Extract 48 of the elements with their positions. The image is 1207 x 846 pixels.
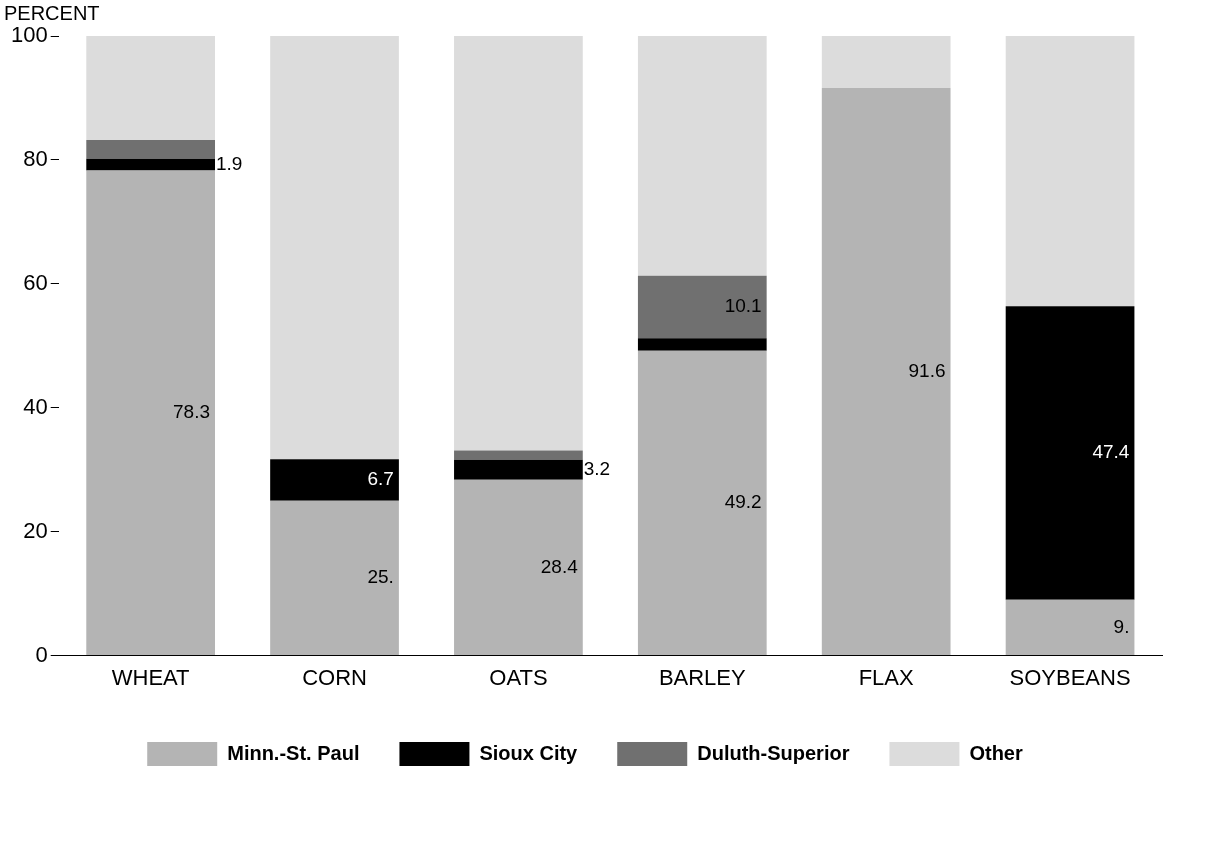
data-label: 10.1	[724, 295, 762, 317]
data-label: 78.3	[173, 401, 211, 423]
x-tick-label: WHEAT	[111, 664, 190, 690]
bar	[270, 36, 399, 460]
bar	[637, 36, 767, 276]
x-tick-label: SOYBEANS	[1009, 664, 1131, 690]
y-tick-label: 40	[23, 393, 48, 419]
data-label: 91.6	[908, 359, 946, 381]
bar	[1005, 599, 1135, 656]
legend-label: Duluth-Superior	[697, 741, 850, 764]
y-tick-label: 80	[23, 145, 48, 171]
y-tick-label: 20	[23, 517, 48, 543]
data-label: 47.4	[1092, 441, 1130, 463]
bar	[637, 350, 767, 656]
legend-label: Sioux City	[479, 741, 579, 764]
bar	[821, 36, 951, 89]
bar	[637, 275, 767, 339]
y-tick-label: 100	[10, 22, 48, 48]
x-tick-label: OATS	[489, 664, 548, 690]
x-tick-label: BARLEY	[658, 664, 747, 690]
data-label: 6.7	[367, 468, 394, 490]
y-tick-label: 60	[23, 269, 48, 295]
bar	[1005, 306, 1135, 600]
bar	[86, 158, 216, 171]
bar	[270, 500, 399, 656]
bar	[454, 450, 583, 460]
bar	[1005, 36, 1135, 307]
data-label: 1.9	[216, 152, 243, 174]
y-axis-title: PERCENT	[4, 1, 100, 24]
data-label: 25.	[367, 566, 394, 588]
data-label: 3.2	[583, 457, 611, 479]
y-tick-label: 0	[35, 641, 48, 667]
data-label: 9.	[1113, 615, 1130, 637]
legend-label: Minn.-St. Paul	[227, 741, 360, 764]
bar	[454, 479, 583, 656]
bar	[86, 170, 216, 656]
bar	[454, 36, 583, 451]
bar	[821, 88, 951, 656]
bar	[86, 36, 216, 141]
x-tick-label: CORN	[302, 664, 367, 690]
bar	[86, 140, 216, 159]
legend-label: Other	[969, 741, 1023, 764]
bar	[270, 459, 399, 501]
x-tick-label: FLAX	[858, 664, 915, 690]
bar	[454, 459, 583, 480]
data-label: 49.2	[724, 491, 762, 513]
data-label: 28.4	[540, 555, 579, 577]
bar	[637, 338, 767, 351]
